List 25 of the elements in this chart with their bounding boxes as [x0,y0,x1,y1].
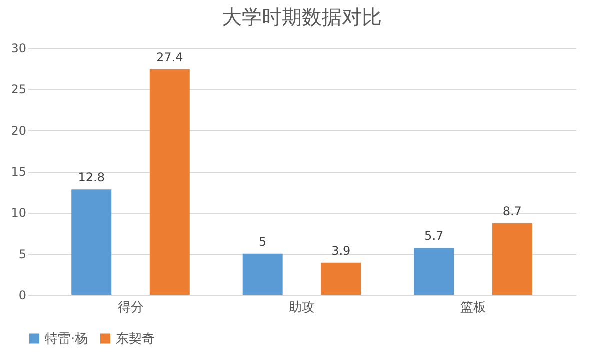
data-label: 5.7 [424,229,444,244]
bar [321,262,362,295]
chart-title: 大学时期数据对比 [222,5,382,29]
y-tick-label: 30 [11,42,26,56]
y-tick-label: 25 [11,82,26,97]
y-tick-label: 10 [11,206,26,220]
data-label: 27.4 [156,50,184,64]
y-tick-label: 5 [18,247,26,262]
bar [414,248,454,295]
bar [150,69,190,295]
bar [492,223,532,295]
bar [242,254,283,295]
x-tick-label: 助攻 [289,300,315,316]
legend-label: 东契奇 [116,332,155,347]
data-label: 12.8 [78,170,105,185]
x-tick-label: 得分 [118,300,144,316]
data-label: 8.7 [502,204,522,218]
x-tick-label: 篮板 [460,300,486,316]
y-tick-label: 15 [11,165,26,179]
legend-label: 特雷·杨 [45,332,88,347]
data-label: 5 [259,234,267,249]
y-tick-label: 20 [11,124,26,138]
y-tick-label: 0 [18,288,26,302]
bar [72,190,112,295]
data-label: 3.9 [332,244,351,258]
